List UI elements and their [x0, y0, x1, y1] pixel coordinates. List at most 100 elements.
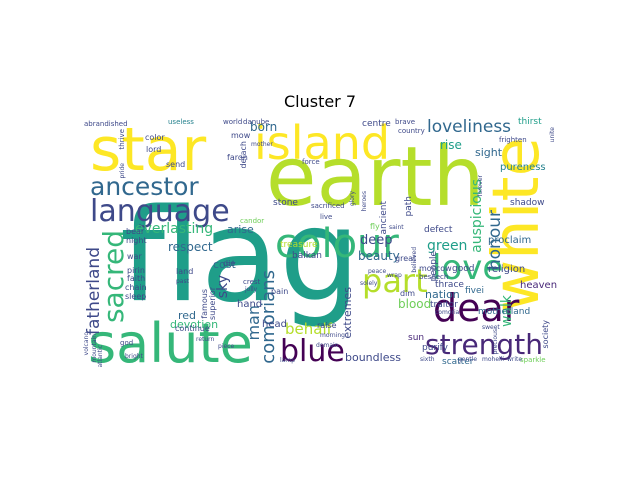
word-sweet: sweet [482, 324, 500, 331]
word-dim: dim [400, 289, 416, 298]
word-live: live [320, 213, 333, 221]
word-bear: bear [126, 227, 145, 236]
word-beauty: beauty [358, 249, 400, 263]
word-sky: sky [215, 275, 231, 299]
word-traitor: traitor [430, 300, 458, 310]
word-pirin: pirin [127, 266, 145, 275]
word-loveliness: loveliness [427, 117, 512, 137]
word-continue: continue [175, 324, 210, 333]
word-dear: dear [433, 286, 520, 330]
word-volcano: volcano [83, 332, 90, 356]
word-return: return [196, 336, 215, 343]
word-deep: deep [360, 233, 393, 248]
word-jolly: jolly [245, 286, 258, 293]
word-atlantic: atlantic [97, 345, 104, 367]
word-glory: glory [349, 191, 356, 207]
word-send: send [166, 160, 186, 169]
word-mohelli: mohelli [482, 356, 505, 363]
word-religion: religion [488, 264, 526, 275]
word-arise: arise [227, 223, 254, 236]
word-ancestor: ancestor [90, 172, 199, 201]
word-sacrificed: sacrificed [311, 202, 345, 210]
word-thirst: thirst [518, 117, 542, 127]
word-morning: morning [320, 332, 345, 339]
word-proclaim: proclaim [488, 235, 532, 246]
word-scatter: scatter [442, 357, 474, 367]
word-moscow: moscow [419, 264, 452, 273]
word-rise: rise [440, 138, 462, 152]
word-great: great [395, 254, 417, 263]
word-treasure: treasure [280, 240, 318, 250]
word-believed: believed [411, 247, 418, 273]
word-behalf: behalf [285, 320, 332, 338]
word-cloud: flag earth salute star island white colo… [80, 117, 561, 367]
word-colour: colour [275, 221, 399, 267]
word-precious: precious [492, 329, 499, 355]
word-blue: blue [280, 334, 345, 367]
word-peace: peace [368, 268, 387, 275]
word-wrap: wrap [387, 272, 402, 279]
chart-title: Cluster 7 [283, 92, 357, 111]
word-war: war [127, 252, 142, 261]
word-ancient: ancient [379, 201, 389, 235]
word-man: man [244, 305, 263, 341]
word-fly: fly [370, 222, 380, 231]
word-sacred: sacred [97, 230, 130, 324]
word-bright: bright [125, 353, 143, 360]
word-balkan: balkan [292, 251, 323, 261]
word-raise: raise [317, 321, 337, 330]
word-part: part [362, 262, 428, 300]
word-force: force [302, 158, 320, 166]
word-nation: nation [425, 288, 460, 301]
word-sight: sight [475, 146, 503, 159]
word-danube: danube [243, 118, 270, 126]
word-earth: earth [266, 130, 485, 225]
word-heroes: heroes [361, 191, 368, 212]
word-forever: forever [477, 175, 484, 197]
word-sleep: sleep [125, 292, 147, 301]
word-green: green [427, 238, 468, 254]
word-mow: mow [231, 131, 251, 140]
word-mother: mother [251, 141, 273, 148]
word-everlasting: everlasting [135, 221, 214, 237]
word-extremes: extremes [341, 287, 354, 339]
word-flag: flag [120, 182, 361, 331]
word-heaven: heaven [520, 280, 558, 291]
word-respect: respect [168, 240, 213, 254]
word-boundless: boundless [345, 351, 401, 364]
word-born: born [250, 120, 278, 134]
word-die: die [223, 259, 236, 268]
word-superior: superior [208, 287, 217, 320]
word-purify: purify [422, 343, 448, 353]
word-crest: crest [243, 278, 261, 286]
word-devotion: devotion [170, 318, 219, 331]
word-comoria: comoria [435, 309, 460, 316]
word-lamp: lamp [280, 357, 295, 364]
word-cost: cost [213, 258, 236, 271]
word-pain: pain [271, 287, 289, 296]
word-piece: piece [218, 343, 235, 350]
word-past: past [176, 278, 189, 285]
word-language: language [90, 194, 230, 229]
word-frighten: frighten [499, 136, 527, 144]
word-head: head [262, 319, 287, 330]
word-hand: hand [237, 299, 263, 310]
word-faron: faron [227, 153, 248, 162]
word-lord: lord [146, 145, 162, 154]
word-gentle: gentle [458, 356, 478, 363]
word-abrandished: abrandished [84, 120, 128, 128]
word-red: red [178, 309, 197, 322]
word-faith: faith [127, 274, 146, 283]
word-good: good [452, 264, 475, 274]
word-salute: salute [88, 312, 253, 368]
word-blood: blood [398, 297, 432, 311]
word-brave: brave [395, 118, 416, 126]
word-strength: strength [425, 328, 543, 361]
word-motherland: motherland [478, 307, 531, 317]
word-stone: stone [273, 198, 298, 208]
word-society: society [541, 320, 550, 349]
word-solely: solely [360, 280, 378, 287]
word-fivei: fivei [465, 286, 485, 296]
word-sparkle: sparkle [520, 356, 546, 364]
word-beseech: beseech [419, 273, 449, 281]
